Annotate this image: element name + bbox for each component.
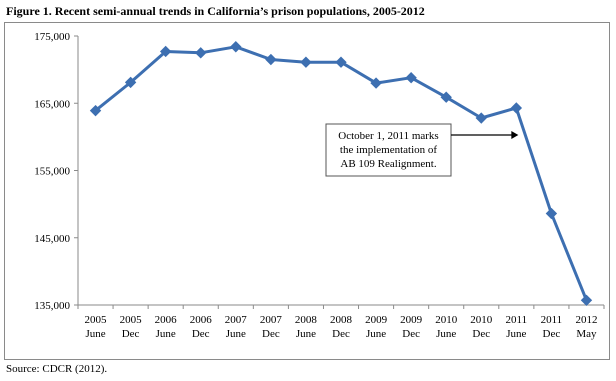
x-tick-label-period: Dec xyxy=(122,328,140,340)
x-tick-label-year: 2009 xyxy=(400,314,423,326)
data-point-marker xyxy=(300,56,312,68)
x-tick-label-year: 2005 xyxy=(120,314,143,326)
x-tick-label-year: 2006 xyxy=(155,314,178,326)
x-tick-label-period: June xyxy=(156,328,176,340)
y-tick-label: 175,000 xyxy=(34,31,70,43)
x-tick-label-period: Dec xyxy=(262,328,280,340)
annotation-arrow-head xyxy=(511,131,519,139)
x-tick-label-period: Dec xyxy=(472,328,490,340)
data-point-marker xyxy=(510,102,523,114)
x-tick-label-period: Dec xyxy=(543,328,561,340)
data-point-marker xyxy=(405,71,417,84)
data-point-marker xyxy=(545,207,558,220)
figure-title: Figure 1. Recent semi-annual trends in C… xyxy=(6,4,425,18)
data-point-marker xyxy=(265,53,277,66)
x-tick-label-year: 2006 xyxy=(190,314,213,326)
x-tick-label-period: June xyxy=(506,328,526,340)
x-tick-label-year: 2012 xyxy=(575,314,597,326)
annotation-text: AB 109 Realignment. xyxy=(340,158,436,170)
x-tick-label-period: May xyxy=(576,328,597,340)
x-tick-label-period: June xyxy=(366,328,386,340)
x-tick-label-year: 2010 xyxy=(470,314,493,326)
x-tick-label-year: 2008 xyxy=(330,314,353,326)
y-tick-label: 165,000 xyxy=(34,98,70,110)
annotation-text: the implementation of xyxy=(340,144,437,156)
source-note: Source: CDCR (2012). xyxy=(6,363,108,375)
annotation-text: October 1, 2011 marks xyxy=(338,130,438,142)
x-tick-label-period: Dec xyxy=(192,328,210,340)
x-tick-label-year: 2005 xyxy=(85,314,108,326)
data-point-marker xyxy=(580,294,593,306)
x-tick-label-year: 2008 xyxy=(295,314,318,326)
x-tick-label-period: June xyxy=(85,328,105,340)
x-tick-label-year: 2007 xyxy=(260,314,283,326)
x-tick-label-period: Dec xyxy=(402,328,420,340)
x-tick-label-year: 2011 xyxy=(541,314,563,326)
x-tick-label-period: June xyxy=(436,328,456,340)
data-point-marker xyxy=(440,91,452,103)
data-point-marker xyxy=(124,76,137,89)
data-point-marker xyxy=(335,56,347,68)
x-tick-label-year: 2011 xyxy=(506,314,528,326)
x-tick-label-year: 2009 xyxy=(365,314,388,326)
data-point-marker xyxy=(89,104,102,117)
annotation-box xyxy=(325,123,452,177)
data-point-marker xyxy=(370,77,382,89)
y-tick-label: 145,000 xyxy=(34,233,70,245)
x-tick-label-period: Dec xyxy=(332,328,350,340)
data-point-marker xyxy=(159,45,172,58)
data-point-marker xyxy=(195,47,207,59)
x-tick-label-year: 2007 xyxy=(225,314,248,326)
x-tick-label-year: 2010 xyxy=(435,314,458,326)
data-point-marker xyxy=(230,41,242,53)
y-tick-label: 155,000 xyxy=(34,166,70,178)
y-tick-label: 135,000 xyxy=(34,300,70,312)
chart-frame xyxy=(4,22,610,360)
x-tick-label-period: June xyxy=(296,328,316,340)
data-point-marker xyxy=(475,112,487,124)
x-tick-label-period: June xyxy=(226,328,246,340)
